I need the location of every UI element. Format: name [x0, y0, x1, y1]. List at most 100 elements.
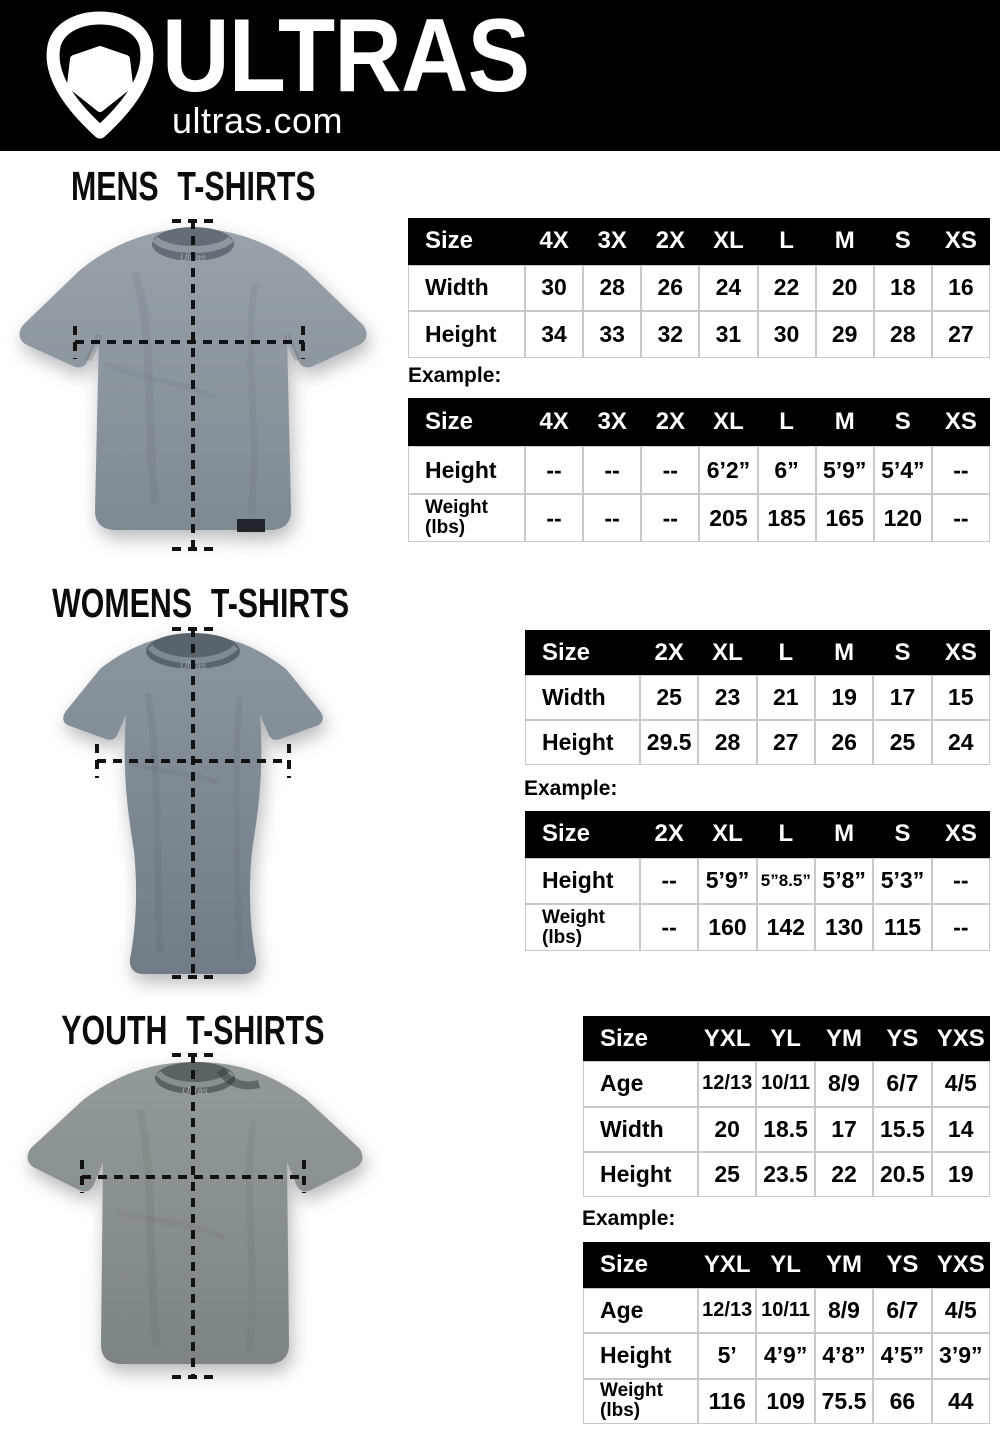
mens-example-label: Example: — [408, 364, 502, 387]
table-cell: 4/5 — [931, 1287, 990, 1333]
row-label: Weight (lbs) — [408, 494, 525, 542]
row-label: Height — [583, 1151, 698, 1197]
table-cell: 19 — [931, 1151, 990, 1197]
table-cell: 5’9” — [815, 446, 874, 494]
row-label: Height — [525, 720, 640, 765]
size-header-cell: 3X — [583, 398, 642, 446]
size-header-cell: S — [873, 630, 932, 675]
dash-cap — [172, 627, 214, 631]
table-cell: 130 — [814, 904, 874, 951]
size-header-cell: XS — [931, 218, 990, 265]
table-cell: -- — [641, 446, 700, 494]
table-cell: 6” — [757, 446, 816, 494]
size-header-cell: L — [757, 398, 816, 446]
table-cell: 5’3” — [873, 857, 932, 905]
size-header-cell: S — [873, 811, 932, 858]
table-cell: 160 — [698, 904, 757, 951]
table-cell: -- — [583, 446, 642, 494]
header-bar: ULTRAS ultras.com — [0, 0, 1000, 151]
size-header-cell: M — [814, 630, 874, 675]
table-cell: 5”8.5” — [756, 857, 815, 905]
size-header-cell: 4X — [525, 398, 584, 446]
row-label: Age — [583, 1287, 698, 1333]
size-header-cell: XL — [698, 811, 757, 858]
table-cell: 32 — [641, 311, 700, 358]
table-cell: 26 — [641, 264, 700, 312]
size-header-cell: XS — [931, 630, 990, 675]
size-header-cell: XL — [698, 630, 757, 675]
table-cell: 33 — [583, 311, 642, 358]
size-header-cell: XL — [699, 218, 758, 265]
size-header-cell: YM — [814, 1242, 874, 1288]
size-header-cell: XL — [699, 398, 758, 446]
brand-name: ULTRAS — [162, 0, 530, 114]
womens-size-table: Size 2X XL L M S XS Width 25 23 21 19 17 15 Height 29.5… — [525, 630, 990, 765]
table-cell: -- — [583, 494, 642, 542]
table-cell: -- — [640, 904, 699, 951]
table-cell: 12/13 — [698, 1287, 757, 1333]
table-cell: 14 — [931, 1106, 990, 1152]
dash-cap — [287, 744, 291, 778]
row-label: Width — [583, 1106, 698, 1152]
table-cell: 18.5 — [756, 1106, 815, 1152]
table-cell: 25 — [640, 675, 699, 720]
size-col-header: Size — [525, 630, 640, 675]
mens-section-title: MENS T-SHIRTS — [70, 163, 316, 209]
table-cell: 12/13 — [698, 1061, 757, 1107]
dash-cap — [73, 326, 77, 359]
size-header-cell: L — [756, 630, 815, 675]
table-cell: 24 — [931, 720, 990, 765]
dash-cap — [80, 1160, 84, 1193]
table-cell: 6’2” — [699, 446, 758, 494]
table-cell: -- — [525, 494, 584, 542]
dash-cap — [302, 1160, 306, 1193]
mens-chest-dash-line — [75, 340, 304, 344]
youth-example-label: Example: — [582, 1207, 676, 1230]
table-cell: -- — [640, 857, 699, 905]
dash-cap — [172, 975, 214, 979]
size-header-cell: L — [757, 218, 816, 265]
dash-cap — [172, 547, 214, 551]
size-header-cell: YXS — [931, 1242, 990, 1288]
size-header-cell: M — [814, 811, 874, 858]
table-cell: 31 — [699, 311, 758, 358]
table-cell: 26 — [814, 720, 874, 765]
row-label: Height — [525, 857, 640, 905]
table-cell: 8/9 — [814, 1287, 874, 1333]
row-label: Height — [583, 1333, 698, 1379]
table-cell: -- — [931, 494, 990, 542]
table-cell: 25 — [698, 1151, 757, 1197]
table-cell: 75.5 — [814, 1378, 874, 1424]
size-header-cell: XS — [931, 811, 990, 858]
size-header-cell: YXL — [698, 1242, 757, 1288]
table-cell: 30 — [525, 264, 584, 312]
womens-length-dash-line — [191, 628, 195, 978]
table-cell: 3’9” — [931, 1333, 990, 1379]
table-cell: -- — [525, 446, 584, 494]
size-header-cell: YXS — [931, 1016, 990, 1062]
size-col-header: Size — [583, 1016, 698, 1062]
table-cell: 205 — [699, 494, 758, 542]
table-cell: 20 — [698, 1106, 757, 1152]
size-header-cell: 2X — [640, 811, 699, 858]
table-cell: 23.5 — [756, 1151, 815, 1197]
table-cell: 24 — [699, 264, 758, 312]
size-header-cell: 3X — [583, 218, 642, 265]
table-cell: 66 — [873, 1378, 932, 1424]
size-header-cell: YS — [873, 1242, 932, 1288]
size-header-cell: YS — [873, 1016, 932, 1062]
table-cell: 4’8” — [814, 1333, 874, 1379]
table-cell: 18 — [873, 264, 932, 312]
mens-example-table: Size 4X 3X 2X XL L M S XS Height -- -- -- 6’2” 6” 5’9” 5… — [408, 398, 990, 542]
table-cell: -- — [641, 494, 700, 542]
womens-tshirt-image: Ultras — [63, 633, 323, 974]
table-cell: 25 — [873, 720, 932, 765]
ultras-logo-icon — [46, 11, 154, 139]
size-header-cell: 2X — [641, 218, 700, 265]
size-header-cell: M — [815, 398, 874, 446]
table-cell: 5’9” — [698, 857, 757, 905]
size-header-cell: YL — [756, 1242, 815, 1288]
mens-length-dash-line — [191, 220, 195, 550]
table-cell: 15 — [931, 675, 990, 720]
row-label: Weight (lbs) — [525, 904, 640, 951]
